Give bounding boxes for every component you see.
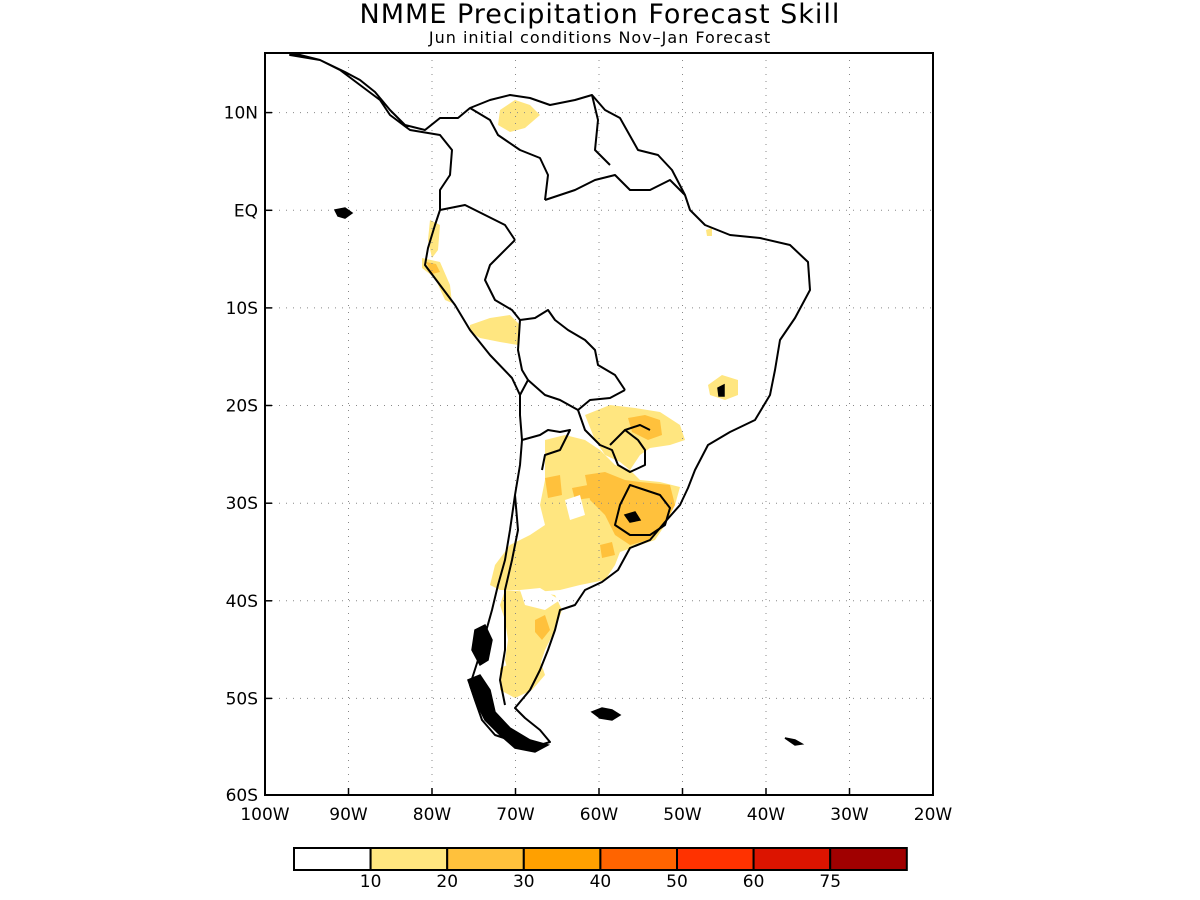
lat-tick-label: EQ (234, 201, 258, 221)
gridlines (265, 53, 933, 795)
skill-region-hole-2 (520, 588, 560, 610)
colorbar-swatch (599, 847, 679, 871)
lon-tick-label: 50W (663, 805, 702, 825)
colorbar-swatch (752, 847, 832, 871)
colorbar-label: 10 (360, 872, 382, 892)
chart-title: NMME Precipitation Forecast Skill (359, 0, 841, 30)
lon-tick-label: 40W (747, 805, 786, 825)
chart-subtitle: Jun initial conditions Nov–Jan Forecast (428, 28, 772, 47)
skill-region-patagonia-south (500, 660, 545, 698)
skill-region-patagonia (500, 590, 562, 680)
lat-tick-label: 20S (226, 397, 258, 417)
border-bolivia-chile (517, 319, 529, 396)
border-andes-south (499, 494, 519, 706)
coastlines (289, 54, 811, 749)
colorbar-swatch (676, 847, 755, 871)
lat-labels: 10N EQ 10S 20S 30S 40S 50S 60S (224, 104, 258, 806)
tick-marks (265, 111, 851, 795)
colorbar-label: 30 (513, 872, 535, 892)
colorbar-swatch (446, 847, 525, 871)
colorbar-label: 60 (743, 872, 765, 892)
border-peru-brazil (484, 239, 521, 321)
lagoa-islands (717, 383, 725, 397)
skill-region-peru-north-core (426, 262, 440, 274)
skill-region-colombia (498, 100, 540, 132)
skill-region-argentina-core (585, 472, 675, 545)
border-peru-bolivia (519, 309, 626, 391)
skill-region-argentina-north (490, 435, 680, 592)
colorbar-swatch (522, 847, 602, 871)
lat-tick-label: 60S (226, 786, 258, 806)
lat-tick-label: 50S (226, 689, 258, 709)
tierra-del-fuego (467, 674, 550, 753)
lon-tick-label: 20W (914, 805, 953, 825)
colorbar-swatch (829, 847, 908, 871)
skill-region-ecuador-coast (428, 220, 440, 258)
colorbar-label: 50 (666, 872, 688, 892)
border-brazil-north (544, 174, 686, 201)
lon-tick-label: 30W (830, 805, 869, 825)
lat-tick-label: 40S (226, 592, 258, 612)
border-ecuador-peru (439, 204, 516, 241)
skill-region-hole-1 (565, 495, 585, 520)
colorbar: 10 20 30 40 50 60 75 (293, 847, 908, 892)
skill-shading (422, 100, 738, 698)
skill-region-argentina-core-3 (600, 542, 615, 558)
border-venezuela-guyana (591, 94, 611, 166)
south-america-coast (289, 54, 811, 749)
colorbar-label: 75 (819, 872, 841, 892)
lon-tick-label: 80W (413, 805, 452, 825)
colorbar-label: 20 (436, 872, 458, 892)
islands (333, 207, 805, 753)
skill-region-argentina-core-2 (545, 475, 562, 498)
skill-region-brazil-small (706, 228, 712, 236)
border-uruguay (614, 484, 671, 536)
border-paraguay (577, 409, 646, 473)
south-georgia (784, 737, 805, 746)
lon-tick-label: 70W (496, 805, 535, 825)
lat-tick-label: 30S (226, 494, 258, 514)
lon-tick-label: 100W (240, 805, 289, 825)
colorbar-swatches (293, 847, 908, 871)
border-argentina-chile (521, 429, 571, 471)
lat-tick-label: 10S (226, 299, 258, 319)
skill-region-peru-south (470, 315, 520, 345)
colorbar-label: 40 (590, 872, 612, 892)
lon-labels: 100W 90W 80W 70W 60W 50W 40W 30W 20W (240, 805, 952, 825)
border-argentina-brazil (609, 424, 651, 446)
falkland-islands (590, 707, 622, 721)
lon-tick-label: 90W (329, 805, 368, 825)
chiloe-archipelago (471, 623, 493, 667)
colorbar-swatch (369, 847, 449, 871)
lon-tick-label: 60W (580, 805, 619, 825)
colorbar-swatch (293, 847, 372, 871)
skill-region-patagonia-core (535, 615, 550, 640)
border-colombia-venezuela (469, 107, 549, 201)
galapagos (333, 207, 354, 219)
lake-titicaca (623, 511, 642, 523)
lat-tick-label: 10N (224, 104, 258, 124)
colorbar-labels: 10 20 30 40 50 60 75 (360, 872, 841, 892)
